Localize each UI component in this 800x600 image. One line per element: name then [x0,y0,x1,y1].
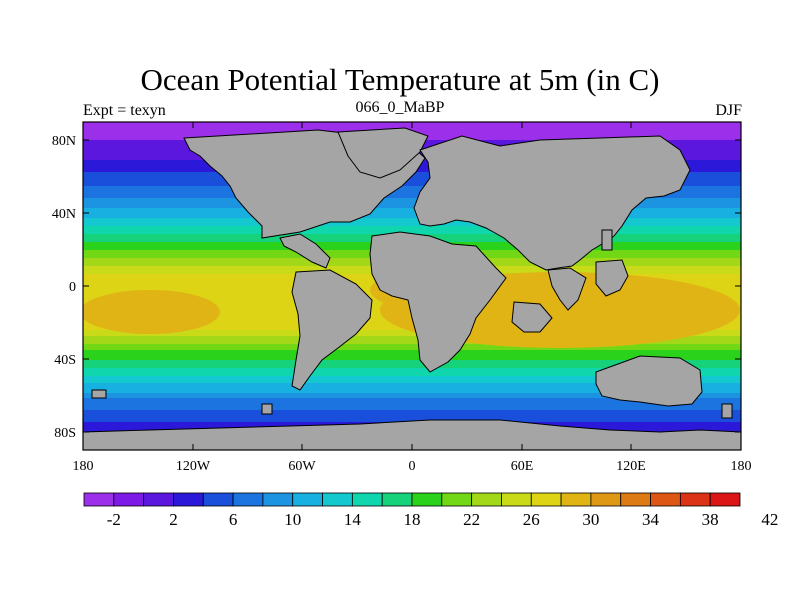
colorbar-swatch [83,492,115,507]
season-label: DJF [715,102,742,119]
colorbar-label: 10 [284,510,301,529]
colorbar-label: 18 [404,510,421,529]
lat-axis: 80N 40N 0 40S 80S [52,134,741,441]
lon-label-0: 0 [409,459,416,474]
colorbar-label: 14 [344,510,362,529]
colorbar-swatch [381,492,413,507]
page-title: Ocean Potential Temperature at 5m (in C) [140,62,660,97]
colorbar-label: 6 [229,510,238,529]
colorbar-swatch [560,492,592,507]
lon-label-180e: 180 [731,459,752,474]
colorbar-swatch [590,492,622,507]
land-mask [83,127,741,450]
colorbar-swatch [143,492,174,507]
lat-label-80s: 80S [54,426,76,441]
colorbar-swatch [322,492,353,507]
lon-label-60e: 60E [511,459,534,474]
lon-label-60w: 60W [288,459,316,474]
colorbar-swatch [113,492,145,507]
colorbar-label: 30 [582,510,599,529]
colorbar-swatch [173,492,204,507]
colorbar-swatch [441,492,473,507]
colorbar-label: 38 [702,510,719,529]
colorbar-label: 22 [463,510,480,529]
colorbar-swatch [202,492,234,507]
colorbar-gradient [83,492,741,507]
colorbar-swatch [351,492,383,507]
colorbar-swatch [411,492,443,507]
lon-axis: 180 120W 60W 0 60E 120E 180 [73,122,752,474]
colorbar-swatch [650,492,681,507]
colorbar-swatch [679,492,711,507]
colorbar-swatch [709,492,741,507]
colorbar-swatch [262,492,294,507]
colorbar-swatch [292,492,323,507]
colorbar-labels: -2 2 6 10 14 18 22 26 30 34 38 42 [107,510,779,529]
colorbar-label: -2 [107,510,121,529]
colorbar-swatch [620,492,651,507]
lat-label-80n: 80N [52,134,76,149]
lon-label-120w: 120W [176,459,211,474]
time-label: 066_0_MaBP [355,99,445,116]
colorbar-swatch [530,492,562,507]
lat-label-40n: 40N [52,207,76,222]
lat-label-0: 0 [69,280,76,295]
colorbar-swatch [232,492,264,507]
lon-label-120e: 120E [616,459,646,474]
colorbar-label: 34 [642,510,660,529]
experiment-label: Expt = texyn [83,102,166,119]
colorbar-label: 42 [761,510,778,529]
colorbar-swatch [501,492,532,507]
colorbar-label: 26 [523,510,540,529]
lon-label-180w: 180 [73,459,94,474]
colorbar-swatch [471,492,502,507]
colorbar-label: 2 [169,510,178,529]
lat-label-40s: 40S [54,353,76,368]
